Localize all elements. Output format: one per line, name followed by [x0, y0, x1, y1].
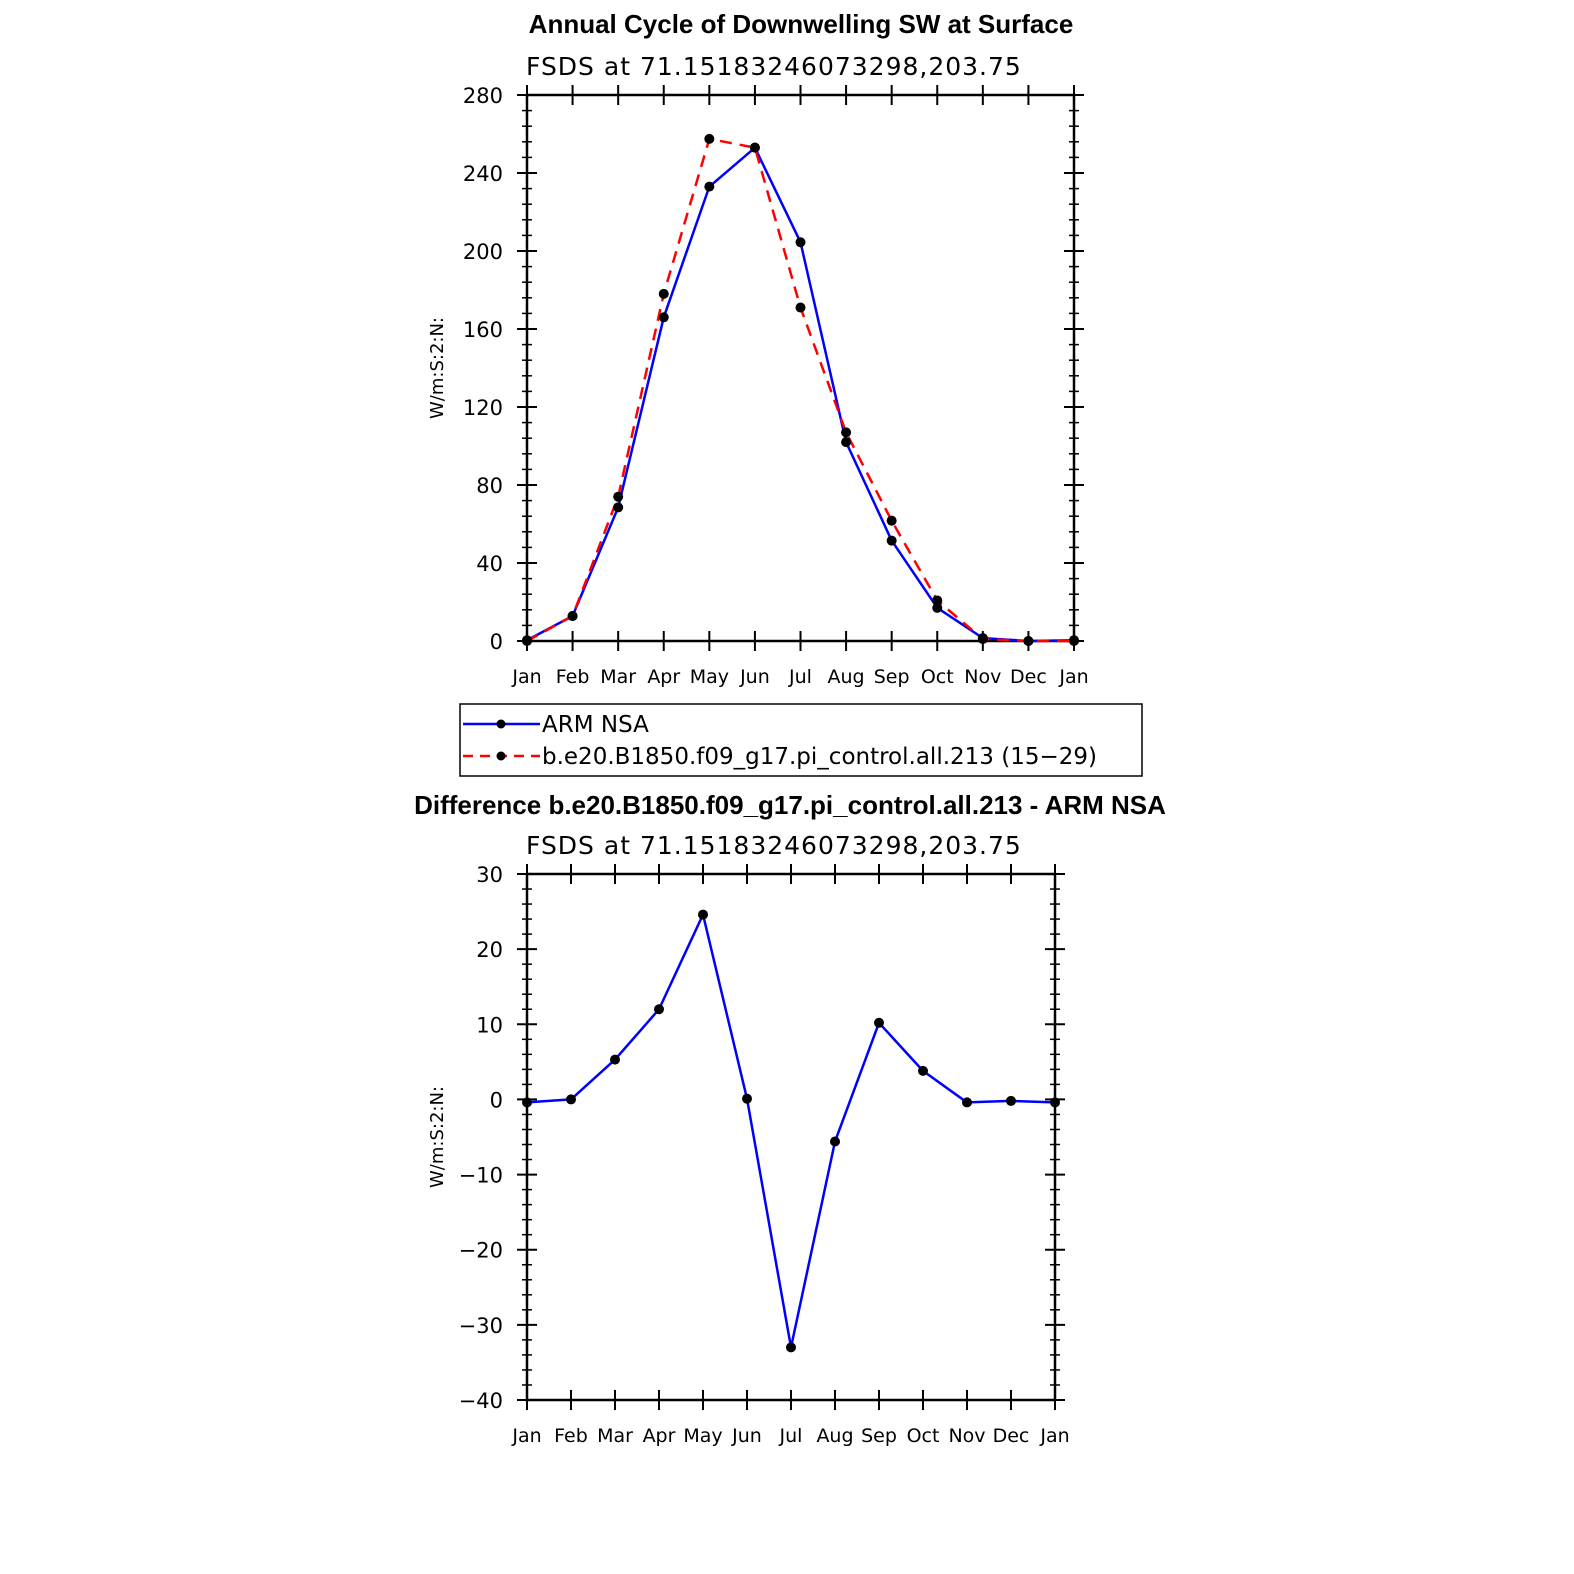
- y-tick-label: 80: [476, 474, 503, 498]
- x-tick-label: Jan: [1039, 1425, 1069, 1447]
- series-line-0: [526, 913, 1056, 1349]
- chart2-plot: −40 −30 −20 −10 0 10 20 30 Jan Feb Mar Apr May Jun Jul…: [427, 863, 1070, 1447]
- data-point-1: [658, 288, 669, 299]
- series-line-1: [526, 137, 1074, 643]
- data-point-1: [932, 595, 943, 606]
- data-point-1: [613, 491, 624, 502]
- y-tick-label: 40: [476, 552, 503, 576]
- data-point-1: [977, 634, 988, 645]
- data-point-0: [610, 1054, 620, 1065]
- data-point-0: [704, 181, 715, 192]
- x-tick-label: Sep: [861, 1425, 897, 1447]
- y-tick-label: −20: [459, 1239, 503, 1263]
- x-tick-label: Oct: [921, 666, 954, 688]
- data-point-0: [932, 602, 943, 613]
- y-axis-label: W/m:S:2:N:: [427, 317, 448, 419]
- data-point-1: [567, 611, 578, 622]
- data-point-1: [1023, 636, 1034, 646]
- x-tick-label: Nov: [964, 666, 1001, 688]
- chart2-subtitle: FSDS at 71.15183246073298,203.75: [526, 831, 1022, 860]
- data-point-0: [830, 1136, 840, 1147]
- y-tick-label: 20: [476, 938, 503, 962]
- data-point-1: [749, 142, 760, 153]
- x-tick-label: Mar: [600, 666, 636, 688]
- data-point-1: [841, 427, 852, 438]
- legend: ARM NSA b.e20.B1850.f09_g17.pi_control.a…: [459, 703, 1143, 777]
- series-line-0: [526, 146, 1075, 643]
- x-tick-label: Jan: [1058, 666, 1088, 688]
- y-tick-label: 200: [463, 240, 503, 264]
- x-tick-label: Mar: [597, 1425, 633, 1447]
- y-tick-label: 160: [463, 318, 503, 342]
- data-point-0: [613, 502, 624, 513]
- y-tick-label: 240: [463, 162, 503, 186]
- chart1-title: Annual Cycle of Downwelling SW at Surfac…: [529, 9, 1074, 39]
- chart2-title: Difference b.e20.B1850.f09_g17.pi_contro…: [414, 790, 1166, 820]
- x-tick-label: Feb: [554, 1425, 588, 1447]
- data-point-0: [786, 1342, 796, 1353]
- y-tick-label: 30: [476, 863, 503, 887]
- data-point-1: [886, 515, 897, 526]
- legend-box: [459, 703, 1143, 777]
- data-point-0: [698, 909, 708, 920]
- data-point-1: [522, 636, 532, 646]
- x-tick-label: Jun: [731, 1425, 762, 1447]
- plot-frame: [525, 872, 1057, 1402]
- data-point-0: [795, 237, 806, 248]
- data-point-0: [654, 1004, 664, 1015]
- data-point-0: [658, 312, 669, 323]
- data-point-0: [566, 1094, 576, 1105]
- x-tick-label: Dec: [993, 1425, 1030, 1447]
- data-point-0: [742, 1093, 752, 1104]
- data-point-0: [962, 1097, 972, 1108]
- x-tick-label: Apr: [643, 1425, 676, 1447]
- data-point-0: [1050, 1097, 1060, 1108]
- chart1-subtitle: FSDS at 71.15183246073298,203.75: [526, 52, 1022, 81]
- x-tick-label: Aug: [816, 1425, 853, 1447]
- x-tick-label: Jul: [779, 1425, 803, 1447]
- y-tick-label: −10: [459, 1164, 503, 1188]
- y-tick-label: 120: [463, 396, 503, 420]
- data-point-0: [874, 1017, 884, 1028]
- x-tick-label: Jun: [739, 666, 770, 688]
- legend-marker-model: [496, 751, 506, 761]
- x-tick-label: Sep: [874, 666, 910, 688]
- x-tick-label: May: [683, 1425, 722, 1447]
- data-point-1: [795, 302, 806, 313]
- y-axis-label: W/m:S:2:N:: [427, 1086, 448, 1188]
- y-tick-label: 280: [463, 84, 503, 108]
- data-point-0: [841, 437, 852, 448]
- x-tick-label: Apr: [647, 666, 680, 688]
- plot-frame: [525, 93, 1076, 643]
- x-tick-label: Jul: [788, 666, 812, 688]
- x-tick-label: Nov: [948, 1425, 985, 1447]
- chart1-plot: 0 40 80 120 160 200 240 280 Jan Feb Mar Apr May Jun Ju…: [427, 84, 1089, 688]
- y-tick-label: 10: [476, 1013, 503, 1037]
- x-tick-label: Oct: [907, 1425, 940, 1447]
- legend-label-obs: ARM NSA: [542, 712, 649, 738]
- x-tick-label: Jan: [511, 666, 541, 688]
- data-point-0: [918, 1065, 928, 1076]
- legend-label-model: b.e20.B1850.f09_g17.pi_control.all.213 (…: [542, 744, 1097, 770]
- data-point-0: [522, 1097, 532, 1108]
- data-point-1: [704, 133, 715, 144]
- x-tick-label: Aug: [828, 666, 865, 688]
- x-tick-label: Dec: [1010, 666, 1047, 688]
- x-tick-label: Feb: [556, 666, 590, 688]
- y-tick-label: 0: [490, 1088, 503, 1112]
- data-point-0: [1006, 1095, 1016, 1106]
- legend-marker-obs: [496, 719, 506, 729]
- data-point-0: [886, 535, 897, 546]
- x-tick-label: Jan: [511, 1425, 541, 1447]
- x-tick-label: May: [690, 666, 729, 688]
- data-point-1: [1069, 636, 1079, 646]
- y-tick-label: −40: [459, 1389, 503, 1413]
- y-tick-label: 0: [490, 630, 503, 654]
- y-tick-label: −30: [459, 1314, 503, 1338]
